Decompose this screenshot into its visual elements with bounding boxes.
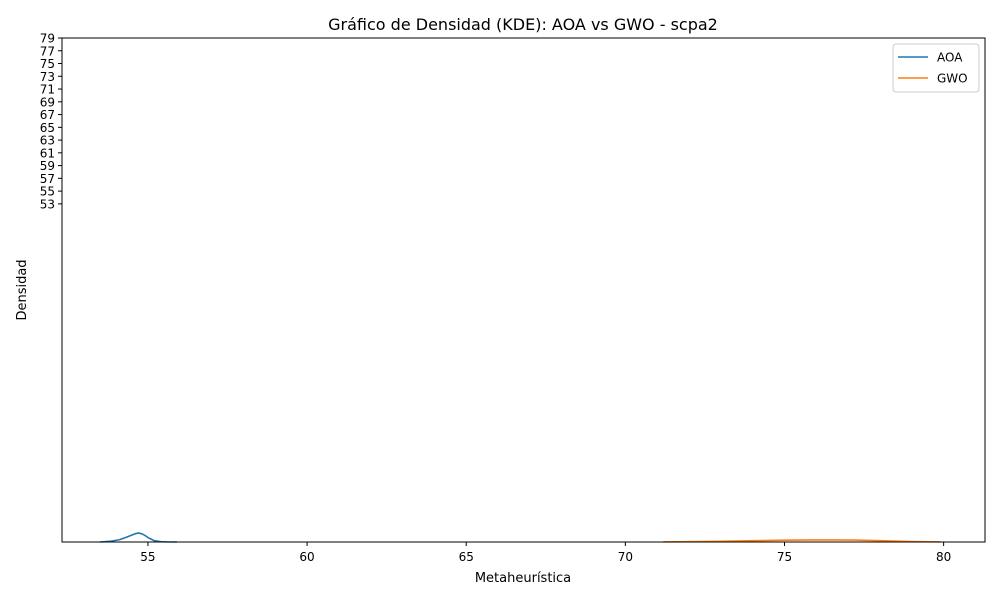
series-line-aoa (99, 532, 178, 543)
x-tick-label: 70 (618, 550, 633, 564)
x-tick-label: 75 (777, 550, 792, 564)
y-tick-label: 63 (40, 134, 55, 148)
y-tick-label: 59 (40, 159, 55, 173)
y-tick-label: 55 (40, 185, 55, 199)
y-tick-label: 57 (40, 172, 55, 186)
y-tick-label: 71 (40, 83, 55, 97)
legend: AOA GWO (892, 43, 980, 93)
series-layer (99, 532, 942, 543)
legend-box (892, 43, 980, 93)
y-tick-label: 53 (40, 197, 55, 211)
y-tick-label: 69 (40, 95, 55, 109)
y-tick-label: 65 (40, 121, 55, 135)
legend-label-gwo: GWO (937, 72, 968, 86)
x-tick-label: 80 (936, 550, 951, 564)
x-tick-label: 60 (299, 550, 314, 564)
y-tick-label: 79 (40, 32, 55, 46)
series-line-gwo (662, 539, 942, 543)
plot-frame (61, 37, 986, 543)
x-axis-ticks: 55 60 65 70 75 80 (140, 542, 951, 564)
y-tick-label: 67 (40, 108, 55, 122)
x-axis-label: Metaheurística (475, 571, 571, 586)
y-axis-label: Densidad (15, 259, 30, 320)
y-tick-label: 73 (40, 70, 55, 84)
x-tick-label: 65 (459, 550, 474, 564)
x-tick-label: 55 (140, 550, 155, 564)
y-tick-label: 61 (40, 146, 55, 160)
y-tick-label: 77 (40, 44, 55, 58)
chart-title: Gráfico de Densidad (KDE): AOA vs GWO - … (328, 15, 718, 34)
y-tick-label: 75 (40, 57, 55, 71)
legend-label-aoa: AOA (937, 51, 963, 65)
